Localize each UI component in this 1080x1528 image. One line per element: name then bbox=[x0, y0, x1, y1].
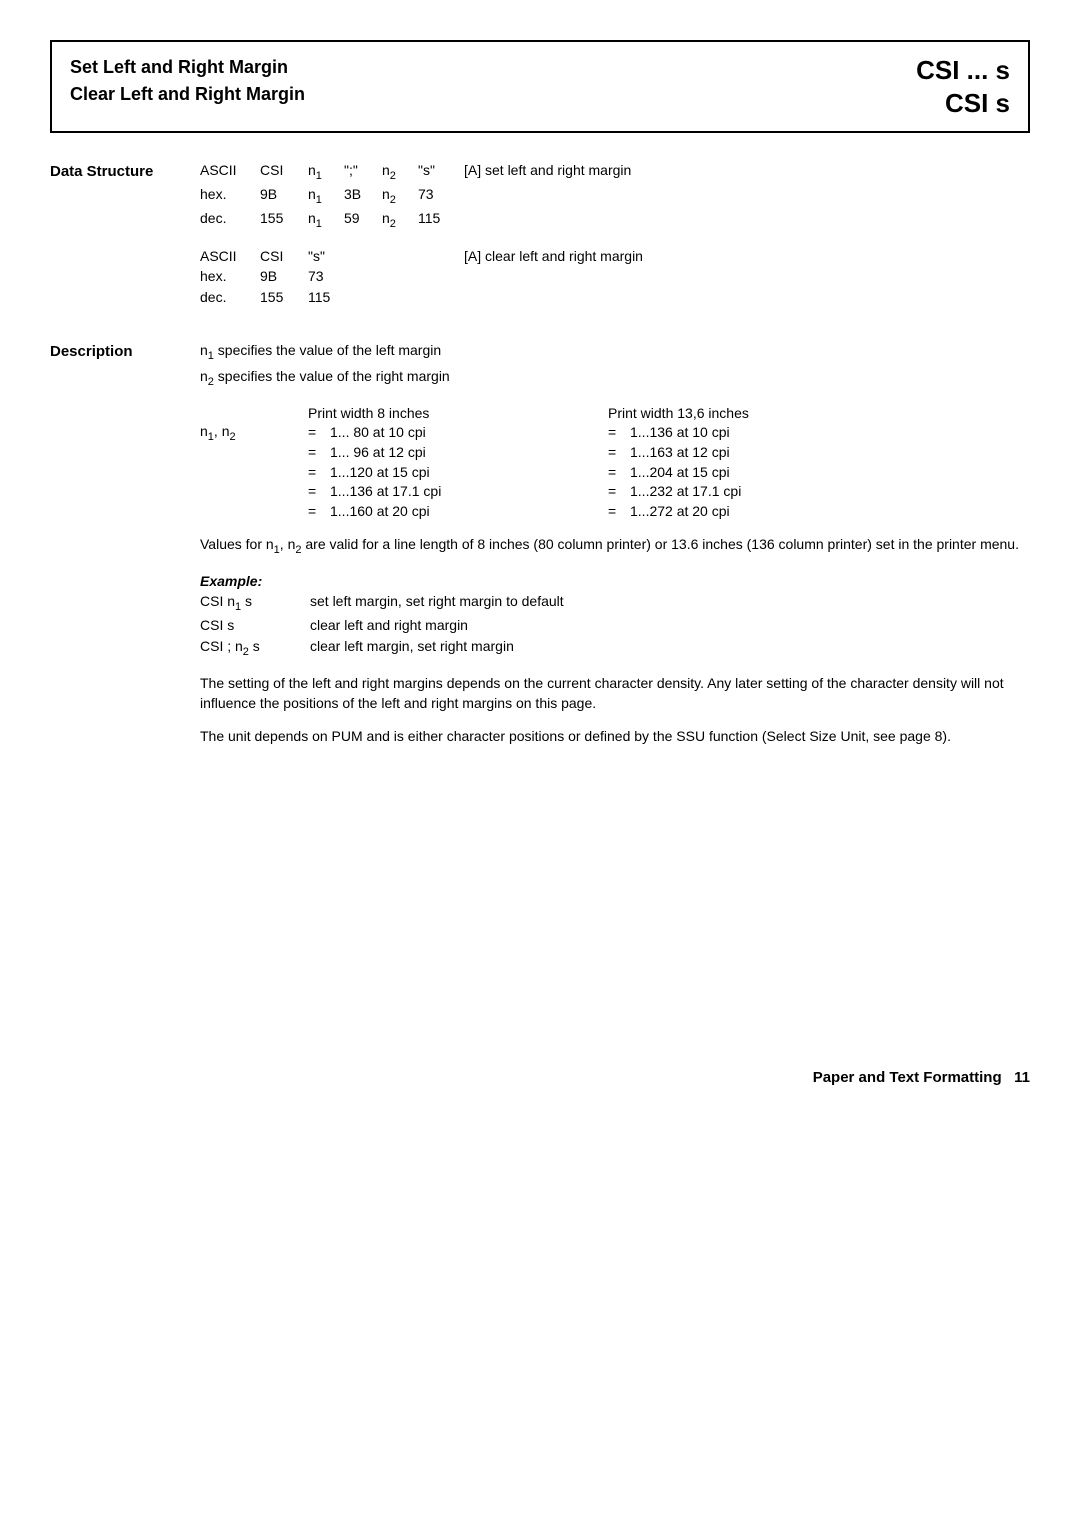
header-code-line2: CSI s bbox=[916, 87, 1010, 120]
data-structure-label: Data Structure bbox=[50, 161, 200, 182]
ex2-rhs: clear left and right margin bbox=[310, 616, 1030, 636]
ds1-n1: n1 bbox=[308, 161, 344, 184]
ds1-grid: ASCII CSI n1 ";" n2 "s" [A] set left and… bbox=[200, 161, 1030, 233]
header-title-line2: Clear Left and Right Margin bbox=[70, 81, 305, 108]
ds2-grid: ASCII CSI "s" [A] clear left and right m… bbox=[200, 247, 1030, 308]
ds1-n2: n2 bbox=[382, 161, 418, 184]
description-content: n1 specifies the value of the left margi… bbox=[200, 341, 1030, 760]
page-footer: Paper and Text Formatting 11 bbox=[813, 1067, 1030, 1088]
footer-page: 11 bbox=[1014, 1069, 1030, 1086]
header-code: CSI ... s CSI s bbox=[916, 54, 1010, 119]
ds1-s: "s" bbox=[418, 161, 464, 184]
data-structure-content: ASCII CSI n1 ";" n2 "s" [A] set left and… bbox=[200, 161, 1030, 321]
page: Set Left and Right Margin Clear Left and… bbox=[0, 0, 1080, 1528]
header-code-line1: CSI ... s bbox=[916, 54, 1010, 87]
ex2-lhs: CSI s bbox=[200, 616, 310, 636]
description-section: Description n1 specifies the value of th… bbox=[50, 341, 1030, 760]
data-structure-section: Data Structure ASCII CSI n1 ";" n2 "s" [… bbox=[50, 161, 1030, 321]
width8-title: Print width 8 inches bbox=[308, 404, 608, 424]
unit-paragraph: The unit depends on PUM and is either ch… bbox=[200, 727, 1030, 747]
desc-line-2: n2 specifies the value of the right marg… bbox=[200, 367, 1030, 390]
n1n2-label: n1, n2 bbox=[200, 404, 308, 522]
ex1-lhs: CSI n1 s bbox=[200, 592, 310, 615]
footer-text: Paper and Text Formatting bbox=[813, 1069, 1002, 1086]
header-title-line1: Set Left and Right Margin bbox=[70, 54, 305, 81]
header-title: Set Left and Right Margin Clear Left and… bbox=[70, 54, 305, 108]
ex1-rhs: set left margin, set right margin to def… bbox=[310, 592, 1030, 615]
values-paragraph: Values for n1, n2 are valid for a line l… bbox=[200, 535, 1030, 558]
desc-line-1: n1 specifies the value of the left margi… bbox=[200, 341, 1030, 364]
example-label: Example: bbox=[200, 572, 1030, 592]
ds1-semi: ";" bbox=[344, 161, 382, 184]
header-box: Set Left and Right Margin Clear Left and… bbox=[50, 40, 1030, 133]
width-columns: n1, n2 Print width 8 inches =1... 80 at … bbox=[200, 404, 1030, 522]
setting-paragraph: The setting of the left and right margin… bbox=[200, 674, 1030, 713]
width13-col: Print width 13,6 inches =1...136 at 10 c… bbox=[608, 404, 1030, 522]
description-label: Description bbox=[50, 341, 200, 362]
ds2-note: [A] clear left and right margin bbox=[464, 247, 1030, 267]
ds1-note: [A] set left and right margin bbox=[464, 161, 1030, 184]
width13-title: Print width 13,6 inches bbox=[608, 404, 1030, 424]
ex3-rhs: clear left margin, set right margin bbox=[310, 637, 1030, 660]
ds1-ascii: ASCII bbox=[200, 161, 260, 184]
width8-col: Print width 8 inches =1... 80 at 10 cpi … bbox=[308, 404, 608, 522]
ex3-lhs: CSI ; n2 s bbox=[200, 637, 310, 660]
example-grid: CSI n1 s set left margin, set right marg… bbox=[200, 592, 1030, 660]
ds1-csi: CSI bbox=[260, 161, 308, 184]
